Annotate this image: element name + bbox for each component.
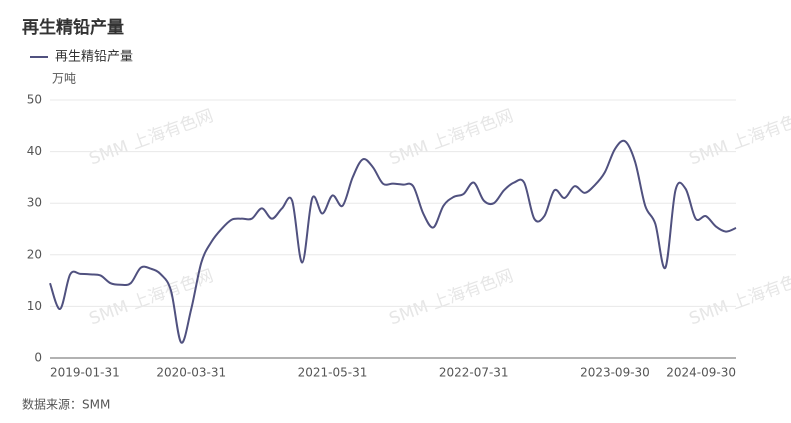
y-tick-label: 10: [27, 299, 42, 313]
watermark: SMM 上海有色网: [387, 266, 516, 329]
y-tick-label: 0: [34, 351, 42, 365]
line: [49, 139, 737, 344]
watermark: SMM 上海有色网: [687, 106, 791, 169]
x-tick-label: 2022-07-31: [439, 366, 509, 380]
y-tick-label: 20: [27, 247, 42, 261]
watermark: SMM 上海有色网: [687, 266, 791, 329]
y-tick-label: 30: [27, 196, 42, 210]
x-tick-label: 2023-09-30: [580, 366, 650, 380]
x-tick-label: 2021-05-31: [298, 366, 368, 380]
source: 数据来源：SMM: [22, 397, 110, 412]
watermark: SMM 上海有色网: [387, 106, 516, 169]
watermark: SMM 上海有色网: [87, 106, 216, 169]
legend-label: 再生精铅产量: [55, 50, 133, 65]
x-tick-label: 2020-03-31: [156, 366, 226, 380]
x-tick-label: 2019-01-31: [50, 366, 120, 380]
y-tick-label: 40: [27, 144, 42, 158]
watermark: SMM 上海有色网: [87, 266, 216, 329]
y-tick-label: 50: [27, 93, 42, 107]
chart-title: 再生精铅产量: [22, 17, 124, 38]
x-tick-label: 2024-09-30: [666, 366, 736, 380]
y-unit: 万吨: [52, 72, 76, 86]
